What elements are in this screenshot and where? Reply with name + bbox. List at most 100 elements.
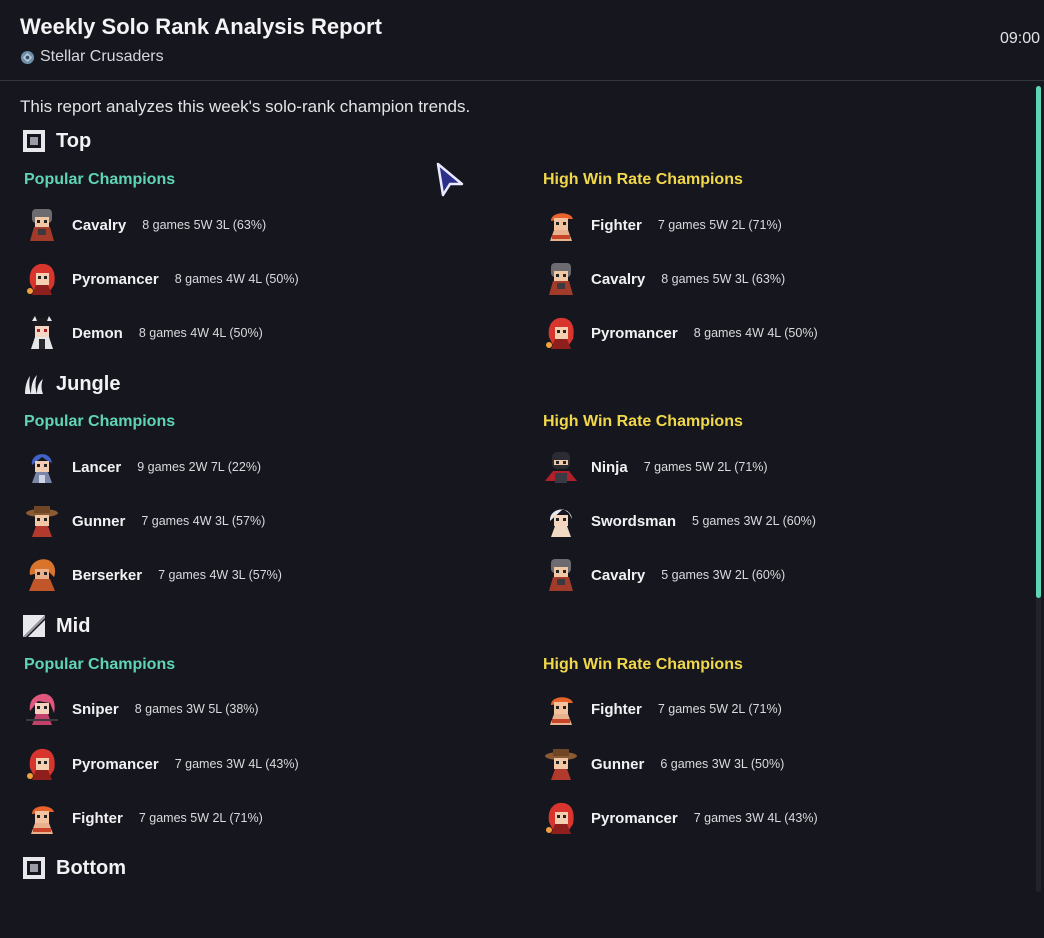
jungle-lane-icon xyxy=(25,375,43,394)
champion-stats: 8 games 5W 3L (63%) xyxy=(142,218,267,232)
champion-name: Lancer xyxy=(72,458,122,476)
champion-name: Pyromancer xyxy=(72,270,159,288)
champion-stats: 8 games 4W 4L (50%) xyxy=(174,272,299,286)
swordsman-avatar-icon xyxy=(549,509,572,537)
cavalry-avatar-icon xyxy=(549,559,573,591)
high-win-rate-heading: High Win Rate Champions xyxy=(543,171,743,188)
champion-name: Gunner xyxy=(72,512,126,530)
champion-stats: 7 games 5W 2L (71%) xyxy=(643,460,768,474)
champion-name: Cavalry xyxy=(591,566,646,584)
lane-heading-mid: Mid xyxy=(22,614,90,638)
champion-row[interactable]: Fighter 7 games 5W 2L (71%) xyxy=(543,205,782,245)
fighter-avatar-icon xyxy=(550,697,573,725)
ninja-avatar-icon xyxy=(545,452,577,483)
berserker-avatar-icon xyxy=(29,559,56,591)
pyromancer-avatar-icon xyxy=(27,263,55,295)
champion-stats: 7 games 5W 2L (71%) xyxy=(657,702,782,716)
lane-heading-bottom: Bottom xyxy=(22,856,126,880)
champion-name: Fighter xyxy=(72,809,123,827)
high-win-rate-heading: High Win Rate Champions xyxy=(543,656,743,673)
champion-stats: 5 games 3W 2L (60%) xyxy=(692,514,816,528)
champion-row[interactable]: Cavalry 8 games 5W 3L (63%) xyxy=(543,259,785,299)
lane-heading-jungle: Jungle xyxy=(22,372,120,396)
cavalry-avatar-icon xyxy=(30,209,54,241)
champion-row[interactable]: Gunner 7 games 4W 3L (57%) xyxy=(24,501,265,541)
champion-row[interactable]: Swordsman 5 games 3W 2L (60%) xyxy=(543,501,816,541)
champion-row[interactable]: Pyromancer 8 games 4W 4L (50%) xyxy=(543,313,818,353)
lane-name: Bottom xyxy=(56,856,126,879)
popular-champions-heading: Popular Champions xyxy=(24,171,176,188)
champion-row[interactable]: Pyromancer 8 games 4W 4L (50%) xyxy=(24,259,299,299)
bottom-lane-icon xyxy=(23,857,45,879)
demon-avatar-icon xyxy=(31,316,53,349)
team-label: Stellar Crusaders xyxy=(20,48,164,66)
report-header: Weekly Solo Rank Analysis Report Stellar… xyxy=(0,0,1044,81)
champion-name: Cavalry xyxy=(72,216,127,234)
lane-heading-top: Top xyxy=(22,129,91,153)
champion-row[interactable]: Gunner 6 games 3W 3L (50%) xyxy=(543,744,784,784)
lane-name: Jungle xyxy=(56,372,121,395)
champion-stats: 8 games 4W 4L (50%) xyxy=(693,326,818,340)
champion-stats: 7 games 5W 2L (71%) xyxy=(138,811,263,825)
sniper-avatar-icon xyxy=(26,693,58,725)
high-win-rate-heading: High Win Rate Champions xyxy=(543,413,743,430)
champion-stats: 5 games 3W 2L (60%) xyxy=(661,568,786,582)
champion-name: Berserker xyxy=(72,566,143,584)
cavalry-avatar-icon xyxy=(549,263,573,295)
champion-row[interactable]: Demon 8 games 4W 4L (50%) xyxy=(24,313,263,353)
scrollbar-thumb[interactable] xyxy=(1036,86,1041,598)
champion-name: Fighter xyxy=(591,216,642,234)
lancer-avatar-icon xyxy=(31,454,52,483)
popular-champions-heading: Popular Champions xyxy=(24,656,176,673)
mid-lane-icon xyxy=(23,615,45,637)
champion-name: Cavalry xyxy=(591,270,646,288)
champion-name: Swordsman xyxy=(591,512,677,530)
champion-stats: 8 games 3W 5L (38%) xyxy=(134,702,259,716)
champion-name: Ninja xyxy=(591,458,628,476)
champion-row[interactable]: Ninja 7 games 5W 2L (71%) xyxy=(543,447,768,487)
champion-name: Demon xyxy=(72,324,123,342)
report-title: Weekly Solo Rank Analysis Report xyxy=(20,14,382,39)
champion-row[interactable]: Lancer 9 games 2W 7L (22%) xyxy=(24,447,261,487)
champion-stats: 8 games 4W 4L (50%) xyxy=(138,326,263,340)
champion-row[interactable]: Fighter 7 games 5W 2L (71%) xyxy=(24,798,263,838)
champion-row[interactable]: Fighter 7 games 5W 2L (71%) xyxy=(543,689,782,729)
champion-row[interactable]: Sniper 8 games 3W 5L (38%) xyxy=(24,689,259,729)
lane-name: Top xyxy=(56,129,92,152)
champion-row[interactable]: Berserker 7 games 4W 3L (57%) xyxy=(24,555,282,595)
pyromancer-avatar-icon xyxy=(546,317,574,349)
champion-stats: 7 games 5W 2L (71%) xyxy=(657,218,782,232)
team-emblem-icon xyxy=(20,50,35,64)
mouse-cursor-icon xyxy=(436,162,464,197)
champion-stats: 9 games 2W 7L (22%) xyxy=(137,460,262,474)
champion-stats: 7 games 3W 4L (43%) xyxy=(174,757,299,771)
champion-row[interactable]: Cavalry 8 games 5W 3L (63%) xyxy=(24,205,266,245)
top-lane-icon xyxy=(23,130,45,152)
gunner-avatar-icon xyxy=(26,506,58,537)
lane-name: Mid xyxy=(56,614,91,637)
champion-name: Pyromancer xyxy=(591,324,678,342)
champion-stats: 7 games 4W 3L (57%) xyxy=(158,568,282,582)
champion-name: Sniper xyxy=(72,700,119,718)
champion-name: Gunner xyxy=(591,755,645,773)
champion-name: Pyromancer xyxy=(591,809,678,827)
champion-row[interactable]: Pyromancer 7 games 3W 4L (43%) xyxy=(543,798,818,838)
team-name: Stellar Crusaders xyxy=(40,48,164,65)
champion-row[interactable]: Pyromancer 7 games 3W 4L (43%) xyxy=(24,744,299,784)
champion-stats: 7 games 3W 4L (43%) xyxy=(693,811,818,825)
report-intro: This report analyzes this week's solo-ra… xyxy=(20,97,471,116)
champion-row[interactable]: Cavalry 5 games 3W 2L (60%) xyxy=(543,555,785,595)
gunner-avatar-icon xyxy=(545,749,577,780)
popular-champions-heading: Popular Champions xyxy=(24,413,176,430)
fighter-avatar-icon xyxy=(550,213,573,241)
champion-stats: 6 games 3W 3L (50%) xyxy=(660,757,785,771)
pyromancer-avatar-icon xyxy=(27,748,55,780)
champion-stats: 8 games 5W 3L (63%) xyxy=(661,272,786,286)
champion-name: Pyromancer xyxy=(72,755,159,773)
report-time: 09:00 xyxy=(999,30,1040,47)
fighter-avatar-icon xyxy=(31,806,54,834)
champion-stats: 7 games 4W 3L (57%) xyxy=(141,514,266,528)
pyromancer-avatar-icon xyxy=(546,802,574,834)
champion-name: Fighter xyxy=(591,700,642,718)
